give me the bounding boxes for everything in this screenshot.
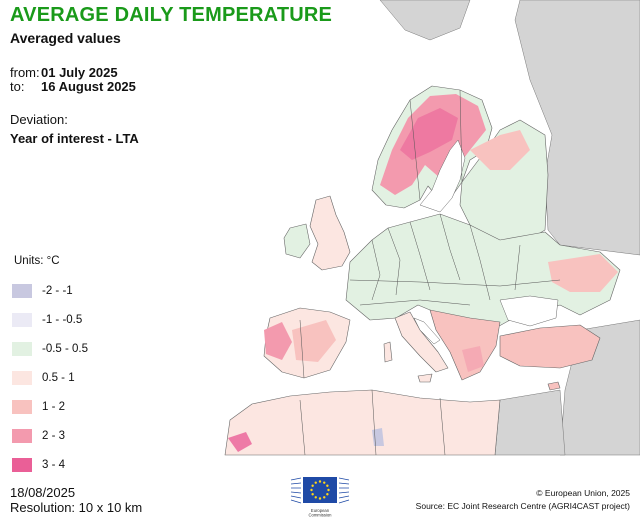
black-sea bbox=[499, 295, 559, 327]
great-britain bbox=[309, 195, 351, 271]
anomaly-patches bbox=[228, 94, 618, 452]
borders bbox=[299, 89, 561, 456]
eu-star bbox=[327, 488, 330, 492]
eu-star bbox=[326, 484, 329, 487]
deviation-value: Year of interest - LTA bbox=[10, 131, 139, 146]
patch-spain-central bbox=[292, 320, 336, 362]
temperature-deviation-map bbox=[224, 0, 640, 456]
north-africa bbox=[224, 389, 501, 456]
legend-swatch bbox=[12, 283, 32, 298]
resolution-text: Resolution: 10 x 10 km bbox=[10, 500, 143, 515]
credits: © European Union, 2025 Source: EC Joint … bbox=[416, 487, 630, 513]
legend-label: 0.5 - 1 bbox=[42, 371, 75, 384]
eu-star bbox=[318, 497, 322, 500]
sardinia bbox=[383, 341, 393, 363]
eu-star bbox=[311, 493, 314, 496]
production-date: 18/08/2025 bbox=[10, 485, 76, 500]
legend-swatch bbox=[12, 370, 32, 385]
water bbox=[413, 139, 559, 345]
european-commission-logo: European Commission bbox=[290, 477, 350, 518]
ireland bbox=[283, 223, 311, 259]
legend-units: Units: °C bbox=[14, 255, 60, 267]
patch-morocco bbox=[228, 432, 252, 452]
eu-star bbox=[310, 488, 313, 492]
map-title: AVERAGE DAILY TEMPERATURE bbox=[10, 4, 333, 26]
period-info: from:01 July 2025 to: 16 August 2025 bbox=[10, 66, 136, 94]
legend-swatch bbox=[12, 457, 32, 472]
patch-cold-libya bbox=[372, 428, 384, 446]
from-label: from: bbox=[10, 65, 40, 80]
legend-swatch bbox=[12, 428, 32, 443]
greenland-iceland-area bbox=[379, 0, 471, 41]
logo-text: European bbox=[311, 508, 330, 513]
eu-star bbox=[311, 484, 314, 487]
legend-swatch bbox=[12, 312, 32, 327]
legend-item: 3 - 4 bbox=[12, 450, 88, 479]
legend-label: -2 - -1 bbox=[42, 284, 73, 297]
source-text: Source: EC Joint Research Centre (AGRI4C… bbox=[415, 501, 630, 511]
legend: Units: °C -2 - -1 -1 - -0.5 -0.5 - 0.5 0.5 … bbox=[12, 255, 88, 479]
sicily bbox=[417, 373, 433, 383]
legend-label: 3 - 4 bbox=[42, 458, 66, 471]
legend-item: 0.5 - 1 bbox=[12, 363, 88, 392]
legend-label: 2 - 3 bbox=[42, 429, 66, 442]
period-to: to: 16 August 2025 bbox=[10, 80, 136, 94]
legend-item: 1 - 2 bbox=[12, 392, 88, 421]
legend-item: -2 - -1 bbox=[12, 276, 88, 305]
logo-building-lines bbox=[290, 477, 350, 504]
patch-finland bbox=[470, 130, 530, 170]
patch-russia-south bbox=[548, 254, 618, 292]
legend-rows: -2 - -1 -1 - -0.5 -0.5 - 0.5 0.5 - 1 1 - 2 2 … bbox=[12, 276, 88, 479]
eu-star bbox=[314, 481, 317, 484]
north-africa-east-area bbox=[494, 389, 566, 456]
map-subtitle: Averaged values bbox=[10, 30, 121, 46]
legend-label: -0.5 - 0.5 bbox=[42, 342, 89, 355]
eu-star bbox=[318, 480, 322, 483]
italy bbox=[394, 311, 449, 373]
eu-star bbox=[323, 496, 326, 499]
eu-star bbox=[326, 493, 329, 496]
from-date: 01 July 2025 bbox=[41, 65, 118, 80]
legend-item: 2 - 3 bbox=[12, 421, 88, 450]
legend-swatch bbox=[12, 399, 32, 414]
adriatic-sea bbox=[413, 317, 441, 345]
legend-swatch bbox=[12, 341, 32, 356]
legend-item: -0.5 - 0.5 bbox=[12, 334, 88, 363]
legend-item: -1 - -0.5 bbox=[12, 305, 88, 334]
eu-stars bbox=[310, 480, 330, 500]
to-label: to: bbox=[10, 79, 25, 94]
to-date: 16 August 2025 bbox=[41, 79, 136, 94]
copyright-text: © European Union, 2025 bbox=[536, 488, 630, 498]
eu-star bbox=[323, 481, 326, 484]
cyprus bbox=[547, 381, 561, 391]
turkey bbox=[499, 324, 601, 369]
deviation-label: Deviation: bbox=[10, 112, 68, 127]
eu-star bbox=[314, 496, 317, 499]
period-from: from:01 July 2025 bbox=[10, 66, 136, 80]
legend-label: 1 - 2 bbox=[42, 400, 66, 413]
patch-greece bbox=[462, 346, 484, 372]
logo-text-2: Commission bbox=[308, 513, 332, 518]
legend-label: -1 - -0.5 bbox=[42, 313, 83, 326]
patch-portugal bbox=[264, 322, 292, 360]
